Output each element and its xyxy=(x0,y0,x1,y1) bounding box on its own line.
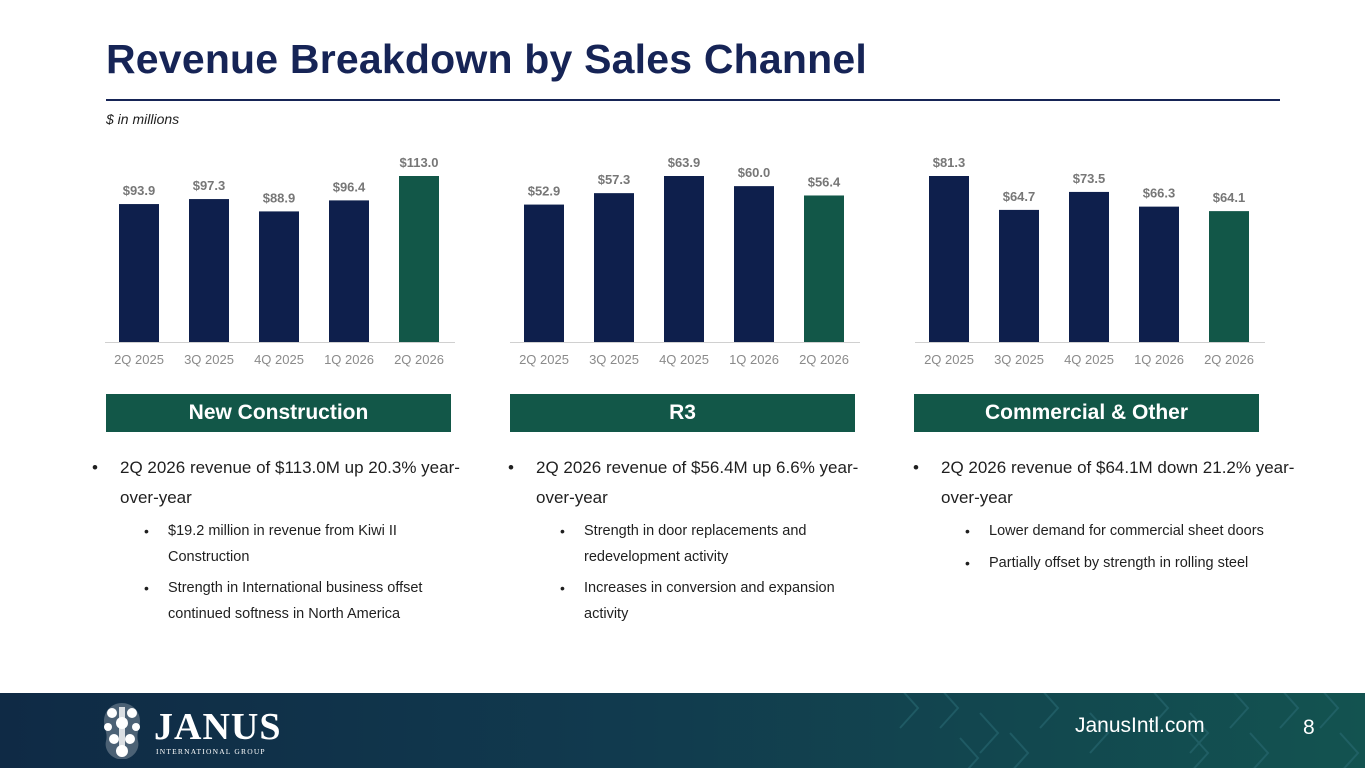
main-bullet: • 2Q 2026 revenue of $64.1M down 21.2% y… xyxy=(913,453,1303,513)
sub-bullet-text: Strength in International business offse… xyxy=(168,580,423,622)
bar-value-label: $93.9 xyxy=(123,183,156,198)
bullet-dot-icon: • xyxy=(92,458,98,477)
bullets-r3: • 2Q 2026 revenue of $56.4M up 6.6% year… xyxy=(508,453,883,633)
bullet-dot-icon: • xyxy=(965,523,970,539)
x-tick-label: 3Q 2025 xyxy=(589,352,639,367)
bar-value-label: $66.3 xyxy=(1143,186,1176,201)
bullet-dot-icon: • xyxy=(965,554,970,571)
x-tick-label: 2Q 2025 xyxy=(114,352,164,367)
bar-value-label: $56.4 xyxy=(808,174,841,189)
sub-bullet-text: Increases in conversion and expansion ac… xyxy=(584,580,835,622)
main-bullet-text: 2Q 2026 revenue of $56.4M up 6.6% year-o… xyxy=(536,458,859,507)
main-bullet-text: 2Q 2026 revenue of $113.0M up 20.3% year… xyxy=(120,458,460,507)
bar-2q-2026 xyxy=(1209,211,1249,342)
panel-header-new-construction: New Construction xyxy=(106,394,451,432)
bar-value-label: $96.4 xyxy=(333,179,366,194)
bar-value-label: $64.7 xyxy=(1003,189,1036,204)
panel-header-r3: R3 xyxy=(510,394,855,432)
x-tick-label: 4Q 2025 xyxy=(659,352,709,367)
sub-bullet-text: Partially offset by strength in rolling … xyxy=(989,554,1249,571)
bar-value-label: $64.1 xyxy=(1213,190,1246,205)
x-tick-label: 3Q 2025 xyxy=(994,352,1044,367)
page-title: Revenue Breakdown by Sales Channel xyxy=(106,36,867,82)
sub-bullet-text: Lower demand for commercial sheet doors xyxy=(989,523,1264,539)
bar-2q-2025 xyxy=(524,204,564,342)
bar-3q-2025 xyxy=(999,209,1039,342)
bar-2q-2025 xyxy=(929,176,969,342)
sub-bullet: • Strength in International business off… xyxy=(144,576,467,627)
x-tick-label: 2Q 2026 xyxy=(799,352,849,367)
janus-emblem-icon xyxy=(104,703,140,759)
x-tick-label: 1Q 2026 xyxy=(1134,352,1184,367)
panel-header-commercial-other: Commercial & Other xyxy=(914,394,1259,432)
r3-chart: $52.9 2Q 2025 $57.3 3Q 2025 $63.9 4Q 2025 $60.… xyxy=(510,155,860,367)
bar-value-label: $113.0 xyxy=(399,155,438,170)
main-bullet: • 2Q 2026 revenue of $113.0M up 20.3% ye… xyxy=(92,453,467,513)
sub-bullet: • Strength in door replacements and rede… xyxy=(560,519,883,570)
bar-value-label: $88.9 xyxy=(263,190,296,205)
x-tick-label: 2Q 2025 xyxy=(924,352,974,367)
x-tick-label: 2Q 2026 xyxy=(394,352,444,367)
bar-2q-2025 xyxy=(119,204,159,342)
bar-2q-2026 xyxy=(804,195,844,342)
footer-band: JANUS INTERNATIONAL GROUP JanusIntl.com … xyxy=(0,693,1365,768)
bullet-dot-icon: • xyxy=(913,458,919,477)
bullets-commercial-other: • 2Q 2026 revenue of $64.1M down 21.2% y… xyxy=(913,453,1303,582)
sub-bullet-text: Strength in door replacements and redeve… xyxy=(584,523,807,565)
sub-bullet: • $19.2 million in revenue from Kiwi II … xyxy=(144,519,467,570)
new-construction-chart: $93.9 2Q 2025 $97.3 3Q 2025 $88.9 4Q 2025 $96.… xyxy=(105,155,455,367)
bullet-dot-icon: • xyxy=(144,580,149,596)
x-tick-label: 4Q 2025 xyxy=(1064,352,1114,367)
website-link[interactable]: JanusIntl.com xyxy=(1075,714,1205,737)
x-tick-label: 1Q 2026 xyxy=(324,352,374,367)
bullet-dot-icon: • xyxy=(508,458,514,477)
x-tick-label: 2Q 2026 xyxy=(1204,352,1254,367)
sub-bullet: • Partially offset by strength in rollin… xyxy=(965,551,1273,577)
main-bullet-text: 2Q 2026 revenue of $64.1M down 21.2% yea… xyxy=(941,458,1295,507)
bar-value-label: $60.0 xyxy=(738,165,771,180)
bullets-new-construction: • 2Q 2026 revenue of $113.0M up 20.3% ye… xyxy=(92,453,467,633)
logo-tagline: INTERNATIONAL GROUP xyxy=(156,747,266,756)
bar-1q-2026 xyxy=(1139,206,1179,342)
title-divider xyxy=(106,99,1280,101)
bar-1q-2026 xyxy=(734,186,774,342)
bar-value-label: $52.9 xyxy=(528,184,561,199)
logo-wordmark: JANUS xyxy=(154,706,282,748)
page-number: 8 xyxy=(1303,716,1315,739)
sub-bullet: • Lower demand for commercial sheet door… xyxy=(965,519,1273,545)
bullet-dot-icon: • xyxy=(560,523,565,539)
x-tick-label: 1Q 2026 xyxy=(729,352,779,367)
bar-value-label: $63.9 xyxy=(668,155,701,170)
bar-3q-2025 xyxy=(189,199,229,342)
bar-2q-2026 xyxy=(399,176,439,342)
bar-value-label: $73.5 xyxy=(1073,171,1106,186)
bar-3q-2025 xyxy=(594,193,634,342)
x-tick-label: 3Q 2025 xyxy=(184,352,234,367)
bar-4q-2025 xyxy=(259,211,299,342)
bar-4q-2025 xyxy=(1069,191,1109,342)
chevron-pattern-icon xyxy=(899,693,1360,768)
janus-logo: JANUS INTERNATIONAL GROUP xyxy=(94,699,284,763)
bullet-dot-icon: • xyxy=(560,580,565,596)
commercial-other-chart: $81.3 2Q 2025 $64.7 3Q 2025 $73.5 4Q 2025 $66.… xyxy=(915,155,1265,367)
bar-value-label: $57.3 xyxy=(598,172,631,187)
bar-1q-2026 xyxy=(329,200,369,342)
bar-value-label: $97.3 xyxy=(193,178,226,193)
bar-4q-2025 xyxy=(664,176,704,342)
bullet-dot-icon: • xyxy=(144,523,149,539)
units-note: $ in millions xyxy=(106,111,180,127)
x-tick-label: 2Q 2025 xyxy=(519,352,569,367)
sub-bullet: • Increases in conversion and expansion … xyxy=(560,576,883,627)
bar-value-label: $81.3 xyxy=(933,155,966,170)
sub-bullet-text: $19.2 million in revenue from Kiwi II Co… xyxy=(168,523,397,565)
x-tick-label: 4Q 2025 xyxy=(254,352,304,367)
main-bullet: • 2Q 2026 revenue of $56.4M up 6.6% year… xyxy=(508,453,883,513)
